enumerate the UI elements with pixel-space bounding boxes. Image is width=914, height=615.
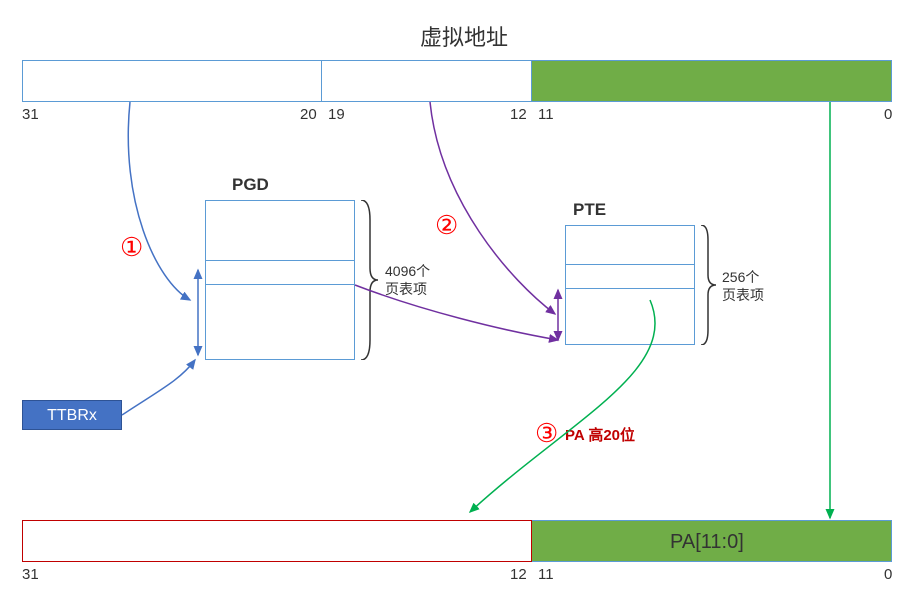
arrow-va-to-pgd: [128, 102, 190, 300]
pte-entries-label: 256个 页表项: [722, 268, 764, 304]
pte-table: [565, 225, 695, 345]
pgd-row: [206, 261, 354, 285]
virtual-address-bar: [22, 60, 892, 102]
step-3-marker: ③: [535, 418, 558, 449]
arrow-ttbrx-to-pgd: [122, 360, 195, 415]
va-seg-19-12: [322, 60, 532, 102]
pa-bit-12: 12: [510, 566, 527, 583]
va-seg-31-20: [22, 60, 322, 102]
step-1-marker: ①: [120, 232, 143, 263]
pgd-entries-line2: 页表项: [385, 281, 427, 297]
pgd-label: PGD: [232, 175, 269, 195]
pa-bit-31: 31: [22, 566, 39, 583]
pgd-row: [206, 201, 354, 261]
pa-offset-label: PA[11:0]: [670, 531, 744, 554]
pa-bit-11: 11: [538, 566, 554, 583]
step-2-marker: ②: [435, 210, 458, 241]
pa-seg-31-12: [22, 520, 532, 562]
pte-brace-icon: [698, 225, 718, 345]
arrow-va-to-pte: [430, 102, 555, 314]
va-bit-31: 31: [22, 106, 39, 123]
diagram-title: 虚拟地址: [420, 20, 508, 52]
pte-row: [566, 226, 694, 265]
pgd-entries-label: 4096个 页表项: [385, 262, 430, 298]
pte-row: [566, 265, 694, 289]
va-bit-12: 12: [510, 106, 527, 123]
pa-bit-0: 0: [884, 566, 892, 583]
va-bit-11: 11: [538, 106, 554, 123]
pte-entries-line2: 页表项: [722, 287, 764, 303]
ttbrx-register: TTBRx: [22, 400, 122, 430]
physical-address-bar: [22, 520, 892, 562]
pgd-brace-icon: [358, 200, 380, 360]
va-bit-20: 20: [300, 106, 317, 123]
va-bit-19: 19: [328, 106, 345, 123]
pte-label: PTE: [573, 200, 606, 220]
step-3-extra-label: PA 高20位: [565, 424, 635, 445]
pgd-entries-line1: 4096个: [385, 263, 430, 279]
pgd-table: [205, 200, 355, 360]
pte-entries-line1: 256个: [722, 269, 759, 285]
diagram-canvas: 虚拟地址 31 20 19 12 11 0 PGD 4096个 页表项 PTE …: [0, 0, 914, 615]
va-seg-11-0: [532, 60, 892, 102]
va-bit-0: 0: [884, 106, 892, 123]
